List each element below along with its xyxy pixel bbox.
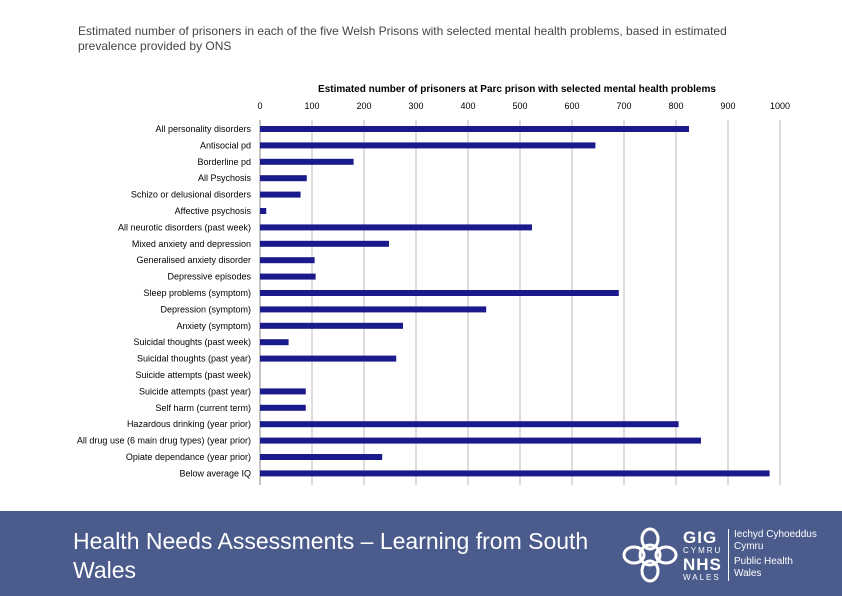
x-tick-label: 400: [460, 101, 475, 111]
x-axis-ticks: 0 100 200 300 400 500 600 700 800 900 1000: [257, 101, 790, 111]
category-label: All drug use (6 main drug types) (year p…: [77, 436, 251, 446]
category-label: Borderline pd: [197, 157, 251, 167]
category-label: Suicide attempts (past week): [135, 370, 251, 380]
gridlines: [259, 120, 781, 485]
category-label: Suicide attempts (past year): [139, 386, 251, 396]
category-label: Suicidal thoughts (past week): [133, 337, 251, 347]
public-health-wales-logo: GIG CYMRU NHS WALES Iechyd Cyhoeddus Cym…: [622, 525, 832, 585]
logo-org-line: Iechyd Cyhoeddus: [734, 529, 817, 540]
bar: [260, 191, 301, 198]
category-label: Depressive episodes: [167, 272, 251, 282]
bar: [260, 355, 397, 362]
category-label: Opiate dependance (year prior): [126, 452, 251, 462]
category-label: Suicidal thoughts (past year): [137, 354, 251, 364]
category-label: Antisocial pd: [200, 140, 251, 150]
category-label: Mixed anxiety and depression: [132, 239, 251, 249]
x-tick-label: 1000: [770, 101, 790, 111]
bar: [260, 322, 403, 329]
bar-chart: Estimated number of prisoners at Parc pr…: [77, 84, 790, 485]
category-label: Self harm (current term): [155, 403, 251, 413]
bar: [260, 273, 316, 280]
x-tick-label: 0: [257, 101, 262, 111]
x-tick-label: 500: [512, 101, 527, 111]
logo-org-line: Public Health: [734, 556, 793, 567]
footer-banner: Health Needs Assessments – Learning from…: [0, 511, 842, 596]
logo-nhs-text: NHS: [683, 555, 722, 574]
category-label: Sleep problems (symptom): [143, 288, 251, 298]
x-tick-label: 700: [616, 101, 631, 111]
category-labels: All personality disorders Antisocial pd Bo…: [77, 124, 252, 478]
logo-org-line: Cymru: [734, 541, 764, 552]
bar: [260, 290, 619, 296]
category-label: Anxiety (symptom): [176, 321, 251, 331]
x-tick-label: 300: [408, 101, 423, 111]
bar: [260, 240, 389, 247]
logo-cymru-text: CYMRU: [683, 546, 723, 555]
x-tick-label: 600: [564, 101, 579, 111]
x-tick-label: 200: [356, 101, 371, 111]
x-tick-label: 100: [304, 101, 319, 111]
bar: [260, 404, 306, 411]
category-label: Below average IQ: [179, 468, 251, 478]
category-label: Hazardous drinking (year prior): [127, 419, 251, 429]
category-label: All Psychosis: [198, 173, 252, 183]
celtic-knot-icon: [622, 527, 678, 583]
category-label: Depression (symptom): [160, 304, 251, 314]
category-label: Affective psychosis: [175, 206, 252, 216]
bar: [260, 126, 689, 132]
category-label: All personality disorders: [155, 124, 251, 134]
bar: [260, 421, 679, 428]
category-label: All neurotic disorders (past week): [118, 222, 251, 232]
chart-title: Estimated number of prisoners at Parc pr…: [318, 84, 716, 95]
bar: [260, 388, 306, 395]
bar: [260, 208, 267, 214]
slide-caption: Estimated number of prisoners in each of…: [78, 24, 727, 53]
bar: [260, 306, 487, 313]
logo-org-line: Wales: [734, 568, 762, 579]
bar: [260, 454, 383, 460]
bar: [260, 257, 315, 264]
bar: [260, 224, 532, 231]
bar: [260, 142, 596, 149]
bar: [260, 437, 701, 444]
bar: [260, 470, 770, 477]
bar: [260, 175, 307, 182]
category-label: Schizo or delusional disorders: [131, 190, 252, 200]
logo-wales-text: WALES: [683, 573, 721, 582]
logo-divider: [728, 529, 729, 581]
x-tick-label: 800: [668, 101, 683, 111]
bar: [260, 339, 289, 346]
category-label: Generalised anxiety disorder: [136, 255, 251, 265]
logo-gig-text: GIG: [683, 528, 718, 547]
bars: [260, 126, 770, 477]
footer-title: Health Needs Assessments – Learning from…: [73, 528, 589, 583]
bar: [260, 158, 354, 165]
x-tick-label: 900: [720, 101, 735, 111]
